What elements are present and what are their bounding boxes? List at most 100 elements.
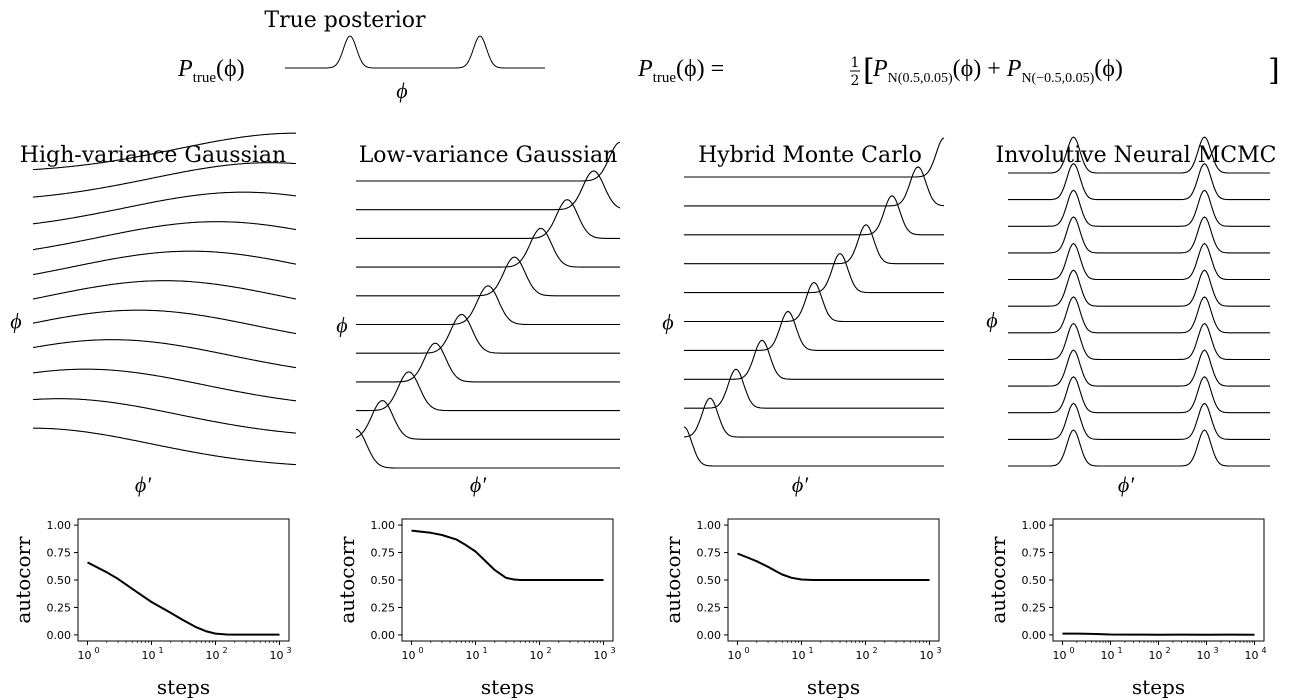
svg-text:PN(0.5,0.05)(ϕ) +PN(−0.5,0.05): PN(0.5,0.05)(ϕ) + PN(−0.5,0.05)(ϕ) [872,56,1123,86]
x-tick-exponent: 1 [158,646,163,655]
kernel-row [1008,269,1270,307]
y-tick-label: 0.50 [1022,574,1047,587]
x-tick-exponent: 3 [1214,646,1219,655]
x-tick-label: 10 [856,649,870,662]
x-tick-exponent: 1 [482,646,487,655]
kernel-row [683,397,944,438]
x-tick-label: 10 [401,649,415,662]
y-tick-label: 0.00 [371,629,396,642]
kernel-row [356,227,620,268]
x-axis-label: steps [807,675,860,699]
y-tick-label: 0.75 [47,547,72,560]
kernel-row [356,170,621,211]
kernel-row [356,285,620,326]
y-axis-label: autocorr [661,536,685,624]
y-tick-label: 0.50 [47,574,72,587]
kernel-row [32,339,297,369]
panel-y-label: ϕ [662,310,673,335]
y-tick-label: 0.75 [1022,547,1047,560]
y-tick-label: 0.75 [371,547,396,560]
kernel-row [33,427,297,466]
x-tick-exponent: 0 [744,646,749,655]
true-posterior-title: True posterior [264,8,426,33]
plot-frame [1052,518,1265,642]
autocorr-line [87,561,280,636]
kernel-row [1008,216,1270,254]
y-tick-label: 0.25 [697,601,722,614]
posterior-equation: Ptrue(ϕ) = 1 2 [ PN(0.5,0.05)(ϕ) + PN(−0.… [637,53,1280,89]
kernel-row [1008,429,1270,467]
y-tick-label: 0.75 [697,547,722,560]
kernel-row [32,250,297,276]
y-tick-label: 0.50 [371,574,396,587]
x-tick-exponent: 2 [223,646,228,655]
kernel-row [32,221,297,251]
kernel-row [1008,242,1270,281]
y-tick-label: 1.00 [47,519,72,532]
kernel-row [1008,296,1270,334]
kernel-row [32,191,297,225]
x-tick-label: 10 [727,649,741,662]
kernel-row [32,280,297,300]
kernel-row [1008,376,1270,414]
kernel-row [1008,136,1270,174]
kernel-row [32,368,297,402]
x-tick-label: 10 [1052,649,1066,662]
panel-x-label: ϕ′ [135,472,152,497]
kernel-panel-1: High-variance Gaussian ϕ ϕ′ [10,132,297,497]
y-axis-label: autocorr [11,536,35,624]
half-denominator: 2 [851,73,860,89]
x-tick-label: 10 [465,649,479,662]
y-tick-label: 1.00 [1022,519,1047,532]
y-tick-label: 0.00 [697,629,722,642]
y-axis-label: autocorr [986,536,1010,624]
x-tick-label: 10 [77,649,91,662]
kernel-row [356,256,620,297]
kernel-panel-4: Involutive Neural MCMC ϕ ϕ′ [986,136,1276,497]
x-tick-exponent: 0 [418,646,423,655]
svg-text:Ptrue(ϕ): Ptrue(ϕ) [177,56,245,86]
panel-y-label: ϕ [986,308,997,333]
kernel-row [1008,189,1270,227]
kernel-row [684,224,944,265]
plot-frame [77,518,290,642]
x-tick-exponent: 3 [611,646,616,655]
panel-y-label: ϕ [10,309,21,334]
x-tick-label: 10 [1149,649,1163,662]
autocorr-line [737,552,930,581]
kernel-row [356,141,621,182]
kernel-row [356,342,620,383]
kernel-row [1008,322,1270,361]
x-axis-label: steps [157,675,210,699]
kernel-row [1008,349,1270,387]
kernel-row [684,252,944,294]
x-tick-label: 10 [530,649,544,662]
x-axis-label: steps [481,675,534,699]
y-tick-label: 0.00 [47,629,72,642]
kernel-row [684,137,945,178]
y-tick-label: 1.00 [697,519,722,532]
x-tick-exponent: 0 [1069,646,1074,655]
x-tick-label: 10 [1245,649,1259,662]
x-tick-label: 10 [1100,649,1114,662]
kernel-row [1008,163,1270,201]
autocorr-line [1062,632,1255,636]
x-tick-exponent: 4 [1262,646,1267,655]
true-posterior-lhs: Ptrue(ϕ) [177,56,245,86]
x-tick-label: 10 [1197,649,1211,662]
kernel-row [683,426,944,467]
kernel-row [32,162,297,198]
kernel-row [356,371,620,412]
kernel-panel-3: Hybrid Monte Carlo ϕ ϕ′ [662,137,945,497]
x-tick-label: 10 [270,649,284,662]
y-axis-label: autocorr [335,536,359,624]
half-numerator: 1 [851,55,860,71]
kernel-row [1008,402,1270,440]
kernel-row [684,310,944,351]
y-tick-label: 0.25 [371,601,396,614]
